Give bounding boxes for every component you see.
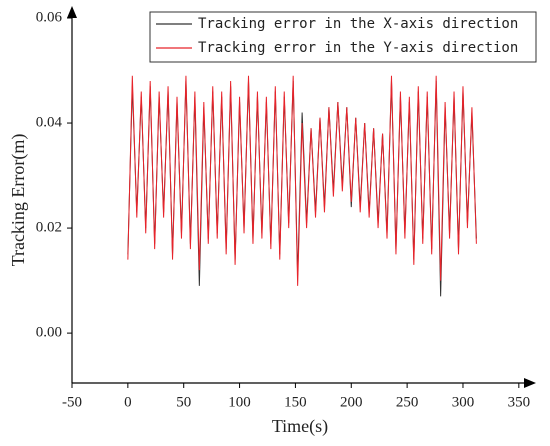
x-tick-label: -50 bbox=[62, 394, 82, 410]
y-tick-label: 0.04 bbox=[36, 114, 63, 130]
x-tick-label: 0 bbox=[124, 394, 132, 410]
plot bbox=[127, 75, 477, 297]
legend-label: Tracking error in the Y-axis direction bbox=[198, 40, 518, 56]
x-axis-label: Time(s) bbox=[272, 416, 328, 437]
y-tick-label: 0.00 bbox=[36, 325, 62, 341]
x-tick-label: 50 bbox=[176, 394, 191, 410]
legend-box bbox=[149, 11, 537, 63]
y-tick-label: 0.06 bbox=[36, 9, 63, 25]
x-tick-label: 100 bbox=[228, 394, 251, 410]
x-tick-label: 200 bbox=[340, 394, 363, 410]
x-tick-label: 150 bbox=[284, 394, 307, 410]
y-axis-label: Tracking Error(m) bbox=[8, 134, 29, 267]
x-tick-label: 250 bbox=[396, 394, 419, 410]
series-line bbox=[127, 75, 477, 286]
x-tick-label: 300 bbox=[452, 394, 475, 410]
x-tick-label: 350 bbox=[508, 394, 531, 410]
x-arrow bbox=[524, 378, 536, 388]
y-arrow bbox=[67, 6, 77, 18]
legend-label: Tracking error in the X-axis direction bbox=[198, 16, 518, 32]
y-tick-label: 0.02 bbox=[36, 220, 62, 236]
